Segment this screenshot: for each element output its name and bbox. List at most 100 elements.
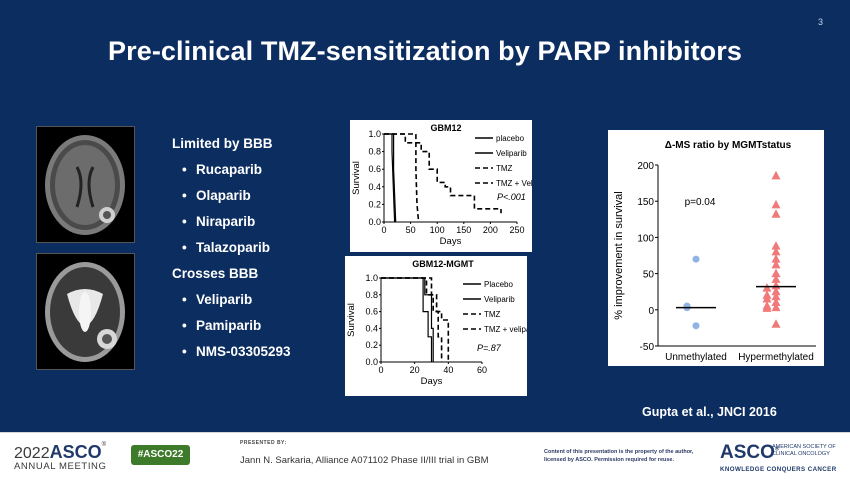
data-point-triangle (771, 254, 781, 263)
legend-label: Veliparib (496, 149, 527, 158)
presenter-text: Jann N. Sarkaria, Alliance A071102 Phase… (240, 455, 489, 466)
y-tick-label: 0.4 (365, 323, 378, 333)
legend-label: TMZ + Veliparib (496, 179, 532, 188)
bullet-text: Rucaparib (196, 162, 263, 177)
x-tick-label: 0 (381, 225, 386, 235)
legend-label: TMZ (496, 164, 513, 173)
hashtag-badge: #ASCO22 (131, 445, 190, 465)
bullet-text: Niraparib (196, 214, 256, 229)
data-point-triangle (771, 274, 781, 283)
y-tick-label: 0.2 (365, 340, 378, 350)
series-line (381, 277, 450, 362)
bullet-text: NMS-03305293 (196, 344, 291, 359)
y-tick-label: 1.0 (368, 129, 381, 139)
y-tick-label: 50 (643, 270, 655, 281)
series-line (381, 277, 443, 362)
legend-label: Veliparib (484, 295, 515, 304)
bullet-item: • Talazoparib (182, 240, 271, 255)
data-point-triangle (771, 319, 781, 328)
legend-label: TMZ + veliparib (484, 325, 527, 334)
data-point-triangle (762, 293, 772, 303)
legend-label: placebo (496, 134, 525, 143)
series-line (384, 133, 502, 214)
x-category-label: Hypermethylated (738, 352, 814, 363)
x-tick-label: 200 (483, 225, 498, 235)
data-point-triangle (771, 241, 781, 250)
series-line (381, 277, 433, 362)
x-tick-label: 250 (509, 225, 524, 235)
bullet-item: • Veliparib (182, 292, 253, 307)
bullet-text: Olaparib (196, 188, 251, 203)
p-value-annotation: p=0.04 (685, 197, 716, 208)
slide-number: 3 (818, 17, 824, 27)
slide-title: Pre-clinical TMZ-sensitization by PARP i… (108, 36, 742, 66)
data-point-triangle (771, 302, 781, 312)
y-axis-label: Survival (346, 303, 357, 337)
bullet-text: Pamiparib (196, 318, 262, 333)
p-value-annotation: P<.001 (497, 192, 526, 202)
legend-label: TMZ (484, 310, 501, 319)
p-value-annotation: P=.87 (477, 343, 502, 353)
footer-year-logo: 2022ASCO® (14, 442, 107, 462)
data-point-triangle (771, 291, 781, 301)
mri-image-t1 (36, 126, 135, 243)
x-tick-label: 0 (378, 365, 383, 375)
bullet-item: • Rucaparib (182, 162, 263, 177)
y-tick-label: 0.2 (368, 199, 381, 209)
data-point-triangle (771, 246, 781, 256)
footer-year: 2022 (14, 445, 50, 462)
footer: 2022ASCO® ANNUAL MEETING #ASCO22 PRESENT… (0, 432, 850, 479)
y-tick-label: 150 (637, 197, 654, 208)
x-tick-label: 50 (406, 225, 416, 235)
series-line (381, 277, 434, 362)
bullet-item: • Niraparib (182, 214, 256, 229)
bullet-list: Limited by BBB • Rucaparib • Olaparib • Nir… (172, 134, 291, 368)
footer-meeting: ANNUAL MEETING (14, 461, 107, 472)
y-tick-label: 200 (637, 161, 654, 172)
copyright-notice: Content of this presentation is the prop… (544, 449, 694, 463)
bullet-item: • Pamiparib (182, 318, 262, 333)
legend-label: Placebo (484, 280, 513, 289)
data-point-triangle (762, 303, 772, 312)
mri-image-t2 (36, 253, 135, 370)
asco-tagline: KNOWLEDGE CONQUERS CANCER (720, 466, 837, 473)
y-axis-label: Survival (351, 161, 362, 195)
y-tick-label: 0.6 (368, 164, 381, 174)
data-point-triangle (771, 209, 781, 218)
bullet-header-limited: Limited by BBB (172, 136, 273, 151)
footer-asco: ASCO (49, 442, 102, 462)
y-tick-label: 0.4 (368, 182, 381, 192)
x-tick-label: 20 (410, 365, 420, 375)
y-tick-label: 0.6 (365, 307, 378, 317)
y-tick-label: -50 (640, 342, 655, 353)
data-point-triangle (771, 286, 781, 296)
x-category-label: Unmethylated (665, 352, 727, 363)
y-tick-label: 0 (648, 306, 654, 317)
y-tick-label: 0.8 (365, 290, 378, 300)
data-point-triangle (771, 297, 781, 307)
asco-logo-subtitle: AMERICAN SOCIETY OF CLINICAL ONCOLOGY (772, 444, 836, 457)
bullet-item: • Olaparib (182, 188, 251, 203)
dot-plot-ms-ratio: Δ-MS ratio by MGMTstatus -50 0 50 100 150 200%… (608, 130, 824, 366)
data-point-triangle (771, 259, 781, 269)
km-chart-gbm12-mgmt: GBM12-MGMT 0.0 0.2 0.4 0.6 0.8 1.0 0 20 40 60 Days S… (345, 256, 540, 396)
data-point-triangle (771, 170, 781, 180)
data-point-triangle (771, 268, 781, 278)
bullet-header-crosses: Crosses BBB (172, 266, 259, 281)
asco-logo-text: ASCO (720, 442, 775, 463)
asco-logo: ASCO® (720, 442, 780, 463)
data-point-circle (692, 322, 700, 330)
x-tick-label: 150 (456, 225, 471, 235)
x-tick-label: 100 (430, 225, 445, 235)
data-point-triangle (771, 199, 781, 209)
x-tick-label: 40 (443, 365, 453, 375)
x-axis-label: Days (421, 376, 443, 387)
x-axis-label: Days (440, 236, 462, 247)
chart-title: GBM12-MGMT (412, 259, 474, 269)
bullet-text: Veliparib (196, 292, 253, 307)
bullet-item: • NMS-03305293 (182, 344, 291, 359)
y-tick-label: 1.0 (365, 273, 378, 283)
y-tick-label: 100 (637, 233, 654, 244)
presented-by-label: PRESENTED BY: (240, 440, 287, 446)
data-point-circle (692, 255, 700, 263)
